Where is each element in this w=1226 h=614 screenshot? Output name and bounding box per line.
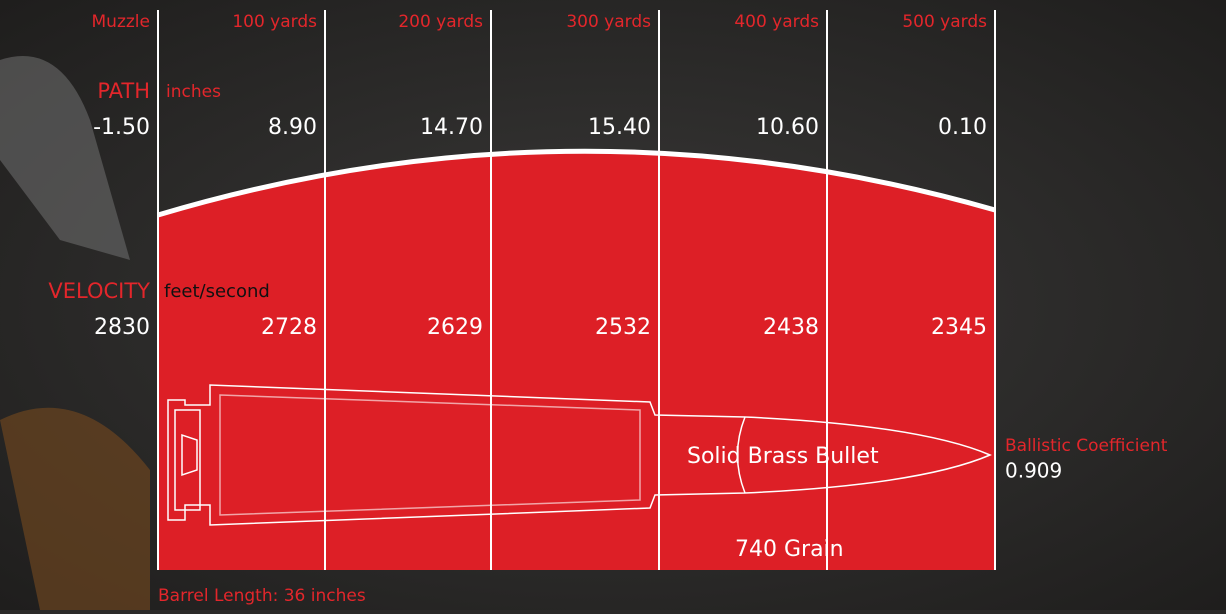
bullet-outline <box>167 384 992 526</box>
column-label: 300 yards <box>566 12 651 32</box>
bg-shape <box>0 56 130 260</box>
path-label: PATH <box>97 79 150 103</box>
barrel-length: Barrel Length: 36 inches <box>158 586 366 606</box>
column-label: 500 yards <box>902 12 987 32</box>
bc-value: 0.909 <box>1005 459 1062 483</box>
velocity-value: 2532 <box>595 315 651 340</box>
trajectory-curve <box>157 148 996 218</box>
velocity-value: 2830 <box>94 315 150 340</box>
path-unit: inches <box>166 82 221 102</box>
path-value: 14.70 <box>420 115 483 140</box>
bullet-weight: 740 Grain <box>735 537 844 562</box>
velocity-unit: feet/second <box>164 281 270 302</box>
velocity-value: 2629 <box>427 315 483 340</box>
column-label: Muzzle <box>92 12 150 32</box>
velocity-area <box>158 151 995 570</box>
path-value: 0.10 <box>938 115 987 140</box>
velocity-value: 2345 <box>931 315 987 340</box>
path-value: -1.50 <box>93 115 150 140</box>
path-value: 15.40 <box>588 115 651 140</box>
velocity-label: VELOCITY <box>48 279 150 303</box>
path-value: 8.90 <box>268 115 317 140</box>
path-value: 10.60 <box>756 115 819 140</box>
column-label: 400 yards <box>734 12 819 32</box>
column-label: 200 yards <box>398 12 483 32</box>
bullet-label: Solid Brass Bullet <box>687 444 879 469</box>
velocity-value: 2438 <box>763 315 819 340</box>
bg-shape <box>0 407 150 610</box>
velocity-value: 2728 <box>261 315 317 340</box>
bc-label: Ballistic Coefficient <box>1005 436 1168 456</box>
column-label: 100 yards <box>232 12 317 32</box>
